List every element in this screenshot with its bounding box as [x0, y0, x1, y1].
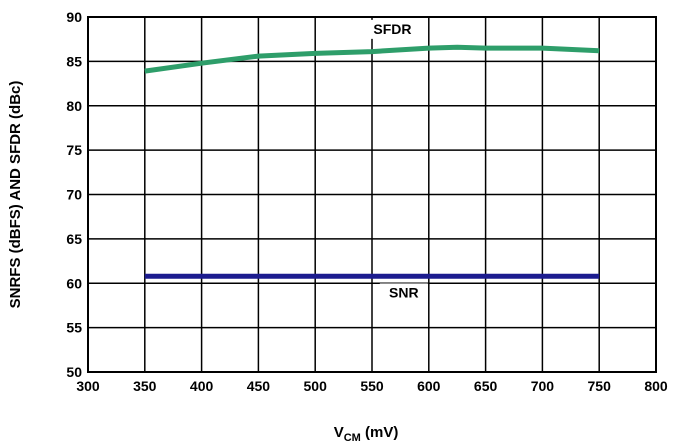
x-tick-label: 800 [644, 378, 668, 394]
sfdr-series-line [144, 44, 600, 74]
y-axis-title: SNRFS (dBFS) AND SFDR (dBc) [7, 81, 24, 309]
x-tick-label: 700 [531, 378, 555, 394]
x-tick-label: 450 [247, 378, 271, 394]
x-tick-label: 600 [417, 378, 441, 394]
x-axis-title-subscript: CM [344, 432, 361, 444]
tick-labels: 300 350 400 450 500 550 600 650 700 750 800 50 55 60 6… [66, 9, 667, 394]
y-tick-label: 90 [66, 9, 82, 25]
series-lines [144, 44, 600, 279]
snr-series-label: SNR [389, 284, 419, 300]
y-tick-label: 70 [66, 187, 82, 203]
snr-label-background [379, 283, 428, 303]
x-axis-title: VCM (mV) [334, 424, 399, 444]
x-tick-label: 350 [133, 378, 157, 394]
y-tick-label: 55 [66, 320, 82, 336]
x-tick-label: 300 [76, 378, 100, 394]
grid-layer [88, 17, 656, 372]
y-tick-label: 60 [66, 275, 82, 291]
sfdr-label-background [368, 19, 417, 39]
x-axis-title-unit: (mV) [361, 424, 399, 441]
sfdr-series-label: SFDR [373, 21, 411, 37]
x-tick-label: 550 [360, 378, 384, 394]
x-tick-label: 750 [588, 378, 612, 394]
x-axis-title-main: V [334, 424, 344, 441]
y-tick-label: 85 [66, 53, 82, 69]
x-tick-label: 500 [304, 378, 328, 394]
y-tick-label: 80 [66, 98, 82, 114]
y-tick-label: 50 [66, 364, 82, 380]
x-tick-label: 400 [190, 378, 214, 394]
y-tick-label: 65 [66, 231, 82, 247]
x-tick-label: 650 [474, 378, 498, 394]
plot-frame [87, 16, 657, 373]
y-tick-label: 75 [66, 142, 82, 158]
